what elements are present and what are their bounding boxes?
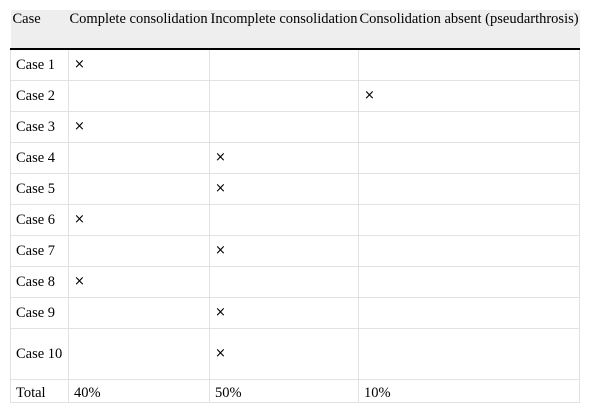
absent-mark — [358, 173, 580, 205]
header-consolidation-absent: Consolidation absent (pseudarthrosis) — [358, 10, 580, 50]
complete-mark — [68, 235, 210, 267]
absent-mark — [358, 49, 580, 81]
case-label: Case 1 — [10, 49, 69, 81]
complete-mark — [68, 173, 210, 205]
header-case: Case — [10, 10, 69, 50]
header-incomplete-consolidation: Incomplete consolidation — [209, 10, 359, 50]
absent-mark — [358, 297, 580, 329]
incomplete-mark — [209, 204, 359, 236]
table-row: Case 2 × — [10, 80, 580, 112]
incomplete-mark: × — [209, 142, 359, 174]
incomplete-mark — [209, 111, 359, 143]
case-label: Case 10 — [10, 328, 69, 380]
absent-mark — [358, 235, 580, 267]
case-label: Case 2 — [10, 80, 69, 112]
incomplete-mark: × — [209, 235, 359, 267]
case-label: Case 3 — [10, 111, 69, 143]
table-row: Case 6 × — [10, 204, 580, 236]
absent-mark — [358, 266, 580, 298]
total-complete: 40% — [68, 379, 210, 403]
complete-mark — [68, 142, 210, 174]
table-row: Case 9 × — [10, 297, 580, 329]
total-row: Total 40% 50% 10% — [10, 379, 580, 403]
total-incomplete: 50% — [209, 379, 359, 403]
absent-mark: × — [358, 80, 580, 112]
complete-mark — [68, 328, 210, 380]
table-row: Case 7 × — [10, 235, 580, 267]
table-row: Case 4 × — [10, 142, 580, 174]
incomplete-mark: × — [209, 173, 359, 205]
absent-mark — [358, 142, 580, 174]
total-absent: 10% — [358, 379, 580, 403]
table-row: Case 5 × — [10, 173, 580, 205]
complete-mark — [68, 297, 210, 329]
absent-mark — [358, 328, 580, 380]
incomplete-mark — [209, 49, 359, 81]
table-row: Case 3 × — [10, 111, 580, 143]
header-row: Case Complete consolidation Incomplete c… — [10, 10, 580, 50]
case-label: Case 9 — [10, 297, 69, 329]
complete-mark: × — [68, 204, 210, 236]
complete-mark — [68, 80, 210, 112]
incomplete-mark: × — [209, 297, 359, 329]
incomplete-mark — [209, 266, 359, 298]
incomplete-mark — [209, 80, 359, 112]
complete-mark: × — [68, 266, 210, 298]
case-label: Case 4 — [10, 142, 69, 174]
total-label: Total — [10, 379, 69, 403]
complete-mark: × — [68, 111, 210, 143]
table-row: Case 10 × — [10, 328, 580, 380]
consolidation-results-table: Case Complete consolidation Incomplete c… — [10, 10, 580, 403]
table-row: Case 8 × — [10, 266, 580, 298]
complete-mark: × — [68, 49, 210, 81]
absent-mark — [358, 111, 580, 143]
absent-mark — [358, 204, 580, 236]
case-label: Case 7 — [10, 235, 69, 267]
case-label: Case 6 — [10, 204, 69, 236]
incomplete-mark: × — [209, 328, 359, 380]
header-complete-consolidation: Complete consolidation — [68, 10, 210, 50]
table-row: Case 1 × — [10, 49, 580, 81]
case-label: Case 5 — [10, 173, 69, 205]
case-label: Case 8 — [10, 266, 69, 298]
